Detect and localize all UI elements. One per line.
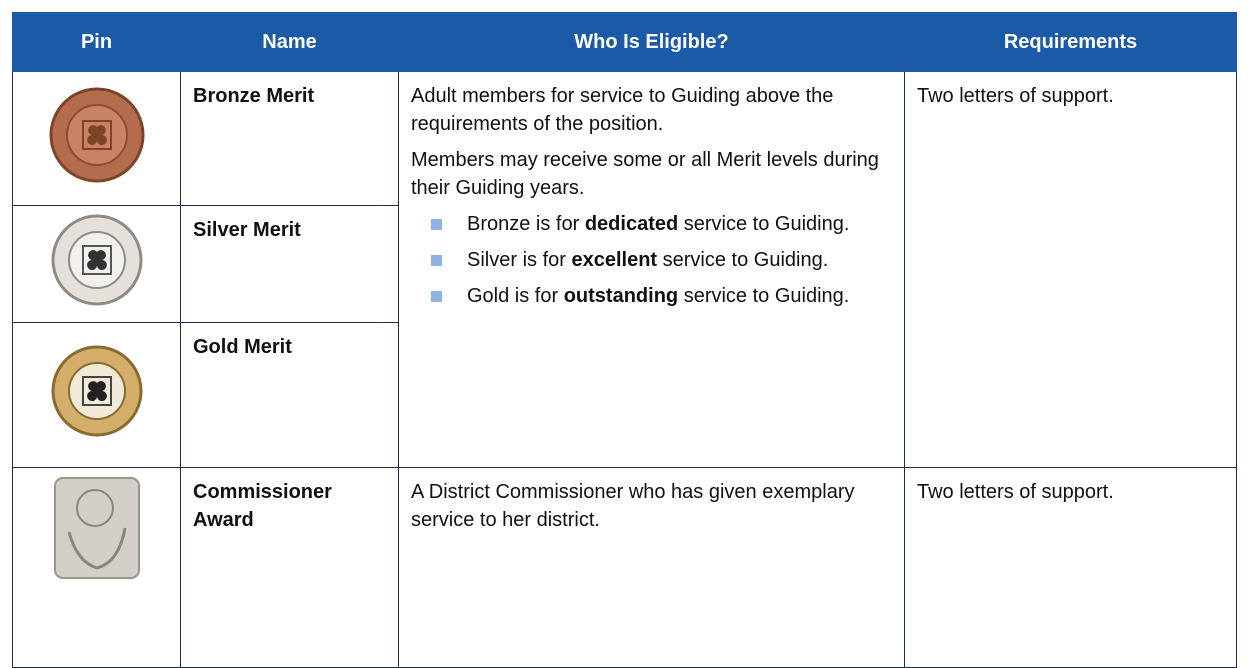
bullet: Silver is for excellent service to Guidi… bbox=[431, 246, 892, 274]
bold-text: outstanding bbox=[563, 285, 679, 307]
text: Gold is for bbox=[467, 285, 564, 307]
header-cell: Requirements bbox=[904, 12, 1237, 72]
bullet-marker bbox=[431, 219, 442, 230]
row: Commissioner Award A District Commission… bbox=[12, 467, 1237, 668]
pin-cell bbox=[12, 71, 181, 206]
text: service to Guiding. bbox=[678, 285, 850, 307]
paragraph: Members may receive some or all Merit le… bbox=[411, 149, 879, 199]
silver-pin bbox=[51, 214, 142, 306]
pin-cell bbox=[12, 205, 181, 323]
text: Silver is for bbox=[467, 249, 572, 271]
commissioner-pin bbox=[53, 477, 140, 579]
bold-text: excellent bbox=[571, 249, 658, 271]
gold-pin bbox=[51, 345, 142, 437]
bronze-pin bbox=[49, 87, 144, 182]
bullet: Bronze is for dedicated service to Guidi… bbox=[431, 210, 892, 238]
bullet-marker bbox=[431, 255, 442, 266]
pin-cell bbox=[12, 467, 181, 668]
bold-text: dedicated bbox=[584, 213, 679, 235]
name-cell: Commissioner Award bbox=[180, 467, 399, 668]
bullet-marker bbox=[431, 291, 442, 302]
requirements-cell: Two letters of support. bbox=[904, 71, 1237, 468]
name-cell: Gold Merit bbox=[180, 322, 399, 468]
header-cell: Name bbox=[180, 12, 399, 72]
eligibility-cell: Adult members for service to Guiding abo… bbox=[398, 71, 905, 468]
header-row: Pin Name Who Is Eligible? Requirements bbox=[12, 12, 1237, 72]
row: Silver Merit bbox=[12, 205, 1237, 323]
text: service to Guiding. bbox=[657, 249, 829, 271]
row: Gold Merit bbox=[12, 322, 1237, 468]
bullet: Gold is for outstanding service to Guidi… bbox=[431, 282, 892, 310]
bullet-list: Bronze is for dedicated service to Guidi… bbox=[411, 210, 892, 310]
requirements-cell: Two letters of support. bbox=[904, 467, 1237, 668]
name-cell: Silver Merit bbox=[180, 205, 399, 323]
awards-table: Pin Name Who Is Eligible? Requirements B… bbox=[12, 12, 1237, 668]
header-cell: Who Is Eligible? bbox=[398, 12, 905, 72]
text: service to Guiding. bbox=[678, 213, 850, 235]
pin-cell bbox=[12, 322, 181, 468]
header-cell: Pin bbox=[12, 12, 181, 72]
text: Bronze is for bbox=[467, 213, 585, 235]
eligibility-cell: A District Commissioner who has given ex… bbox=[398, 467, 905, 668]
name-cell: Bronze Merit bbox=[180, 71, 399, 206]
row: Bronze Merit Adult members for service t… bbox=[12, 71, 1237, 468]
paragraph: Adult members for service to Guiding abo… bbox=[411, 85, 834, 135]
